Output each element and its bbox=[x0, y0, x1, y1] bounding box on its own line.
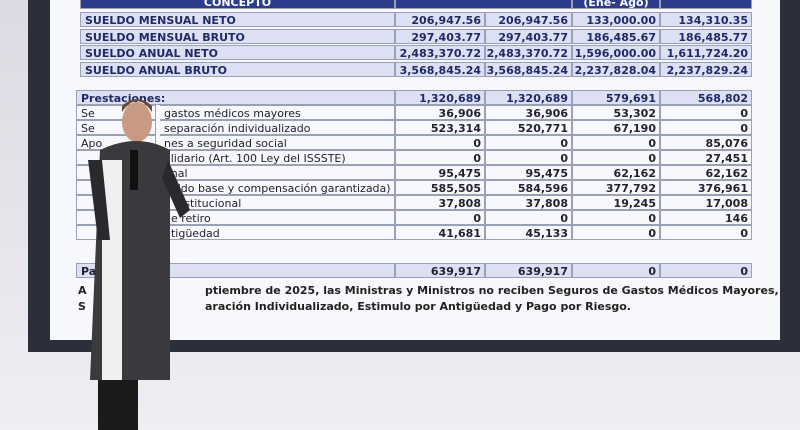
value-cell: 206,947.56 bbox=[485, 12, 572, 27]
value-cell: 3,568,845.24 bbox=[395, 61, 485, 77]
value-cell: 17,008 bbox=[660, 195, 752, 210]
row-label: Prestaciones: bbox=[76, 90, 395, 105]
row-label: de retiro bbox=[160, 210, 395, 225]
value-cell: 0 bbox=[572, 225, 660, 240]
row-label: Se bbox=[76, 105, 156, 120]
value-cell: 36,906 bbox=[485, 105, 572, 120]
value-cell: 62,162 bbox=[572, 165, 660, 180]
value-cell: 520,771 bbox=[485, 120, 572, 135]
value-cell: 579,691 bbox=[572, 90, 660, 105]
row-label: gastos médicos mayores bbox=[160, 105, 395, 120]
value-cell: 1,596,000.00 bbox=[572, 45, 660, 60]
value-cell: 67,190 bbox=[572, 120, 660, 135]
row-label: nes a seguridad social bbox=[160, 135, 395, 150]
footnote: aración Individualizado, Estimulo por An… bbox=[205, 300, 631, 313]
value-cell: 2,483,370.72 bbox=[395, 45, 485, 60]
value-cell: 36,906 bbox=[395, 105, 485, 120]
column-header bbox=[660, 0, 752, 9]
value-cell: 639,917 bbox=[485, 263, 572, 278]
row-label: SUELDO MENSUAL NETO bbox=[80, 12, 395, 27]
value-cell: 2,237,829.24 bbox=[660, 61, 752, 77]
value-cell: 568,802 bbox=[660, 90, 752, 105]
value-cell: 0 bbox=[485, 135, 572, 150]
value-cell: 53,302 bbox=[572, 105, 660, 120]
value-cell: 186,485.67 bbox=[572, 28, 660, 44]
value-cell: 0 bbox=[660, 225, 752, 240]
row-label: SUELDO ANUAL NETO bbox=[80, 45, 395, 60]
footnote: S bbox=[78, 300, 86, 313]
row-label: SUELDO MENSUAL BRUTO bbox=[80, 28, 395, 44]
column-header: CONCEPTO bbox=[80, 0, 395, 9]
row-label: separación individualizado bbox=[160, 120, 395, 135]
value-cell: 133,000.00 bbox=[572, 12, 660, 27]
value-cell: 19,245 bbox=[572, 195, 660, 210]
value-cell: 0 bbox=[395, 210, 485, 225]
column-header: (Ene- Ago) bbox=[572, 0, 660, 9]
value-cell: 585,505 bbox=[395, 180, 485, 195]
value-cell: 297,403.77 bbox=[395, 28, 485, 44]
value-cell: 37,808 bbox=[395, 195, 485, 210]
value-cell: 584,596 bbox=[485, 180, 572, 195]
footnote: ptiembre de 2025, las Ministras y Minist… bbox=[205, 284, 779, 297]
value-cell: 639,917 bbox=[395, 263, 485, 278]
value-cell: 1,611,724.20 bbox=[660, 45, 752, 60]
value-cell: 95,475 bbox=[485, 165, 572, 180]
value-cell: 0 bbox=[660, 105, 752, 120]
value-cell: 85,076 bbox=[660, 135, 752, 150]
value-cell: 297,403.77 bbox=[485, 28, 572, 44]
value-cell: 27,451 bbox=[660, 150, 752, 165]
value-cell: 62,162 bbox=[660, 165, 752, 180]
value-cell: 0 bbox=[572, 210, 660, 225]
value-cell: 377,792 bbox=[572, 180, 660, 195]
row-label: ntigüedad bbox=[160, 225, 395, 240]
value-cell: 37,808 bbox=[485, 195, 572, 210]
value-cell: 2,483,370.72 bbox=[485, 45, 572, 60]
value-cell: 0 bbox=[485, 210, 572, 225]
value-cell: 1,320,689 bbox=[485, 90, 572, 105]
value-cell: 1,320,689 bbox=[395, 90, 485, 105]
value-cell: 0 bbox=[485, 150, 572, 165]
value-cell: 0 bbox=[572, 263, 660, 278]
value-cell: 0 bbox=[572, 150, 660, 165]
row-label: olidario (Art. 100 Ley del ISSSTE) bbox=[160, 150, 395, 165]
value-cell: 95,475 bbox=[395, 165, 485, 180]
value-cell: 186,485.77 bbox=[660, 28, 752, 44]
row-label: Se bbox=[76, 120, 156, 135]
value-cell: 0 bbox=[572, 135, 660, 150]
value-cell: 2,237,828.04 bbox=[572, 61, 660, 77]
value-cell: 134,310.35 bbox=[660, 12, 752, 27]
value-cell: 3,568,845.24 bbox=[485, 61, 572, 77]
row-label: ueldo base y compensación garantizada) bbox=[160, 180, 395, 195]
value-cell: 206,947.56 bbox=[395, 12, 485, 27]
row-label: SUELDO ANUAL BRUTO bbox=[80, 61, 395, 77]
value-cell: 0 bbox=[395, 150, 485, 165]
value-cell: 0 bbox=[660, 120, 752, 135]
value-cell: 523,314 bbox=[395, 120, 485, 135]
value-cell: 376,961 bbox=[660, 180, 752, 195]
value-cell: 41,681 bbox=[395, 225, 485, 240]
footnote: A bbox=[78, 284, 87, 297]
value-cell: 146 bbox=[660, 210, 752, 225]
value-cell: 0 bbox=[395, 135, 485, 150]
column-header bbox=[395, 0, 572, 9]
value-cell: 45,133 bbox=[485, 225, 572, 240]
value-cell: 0 bbox=[660, 263, 752, 278]
